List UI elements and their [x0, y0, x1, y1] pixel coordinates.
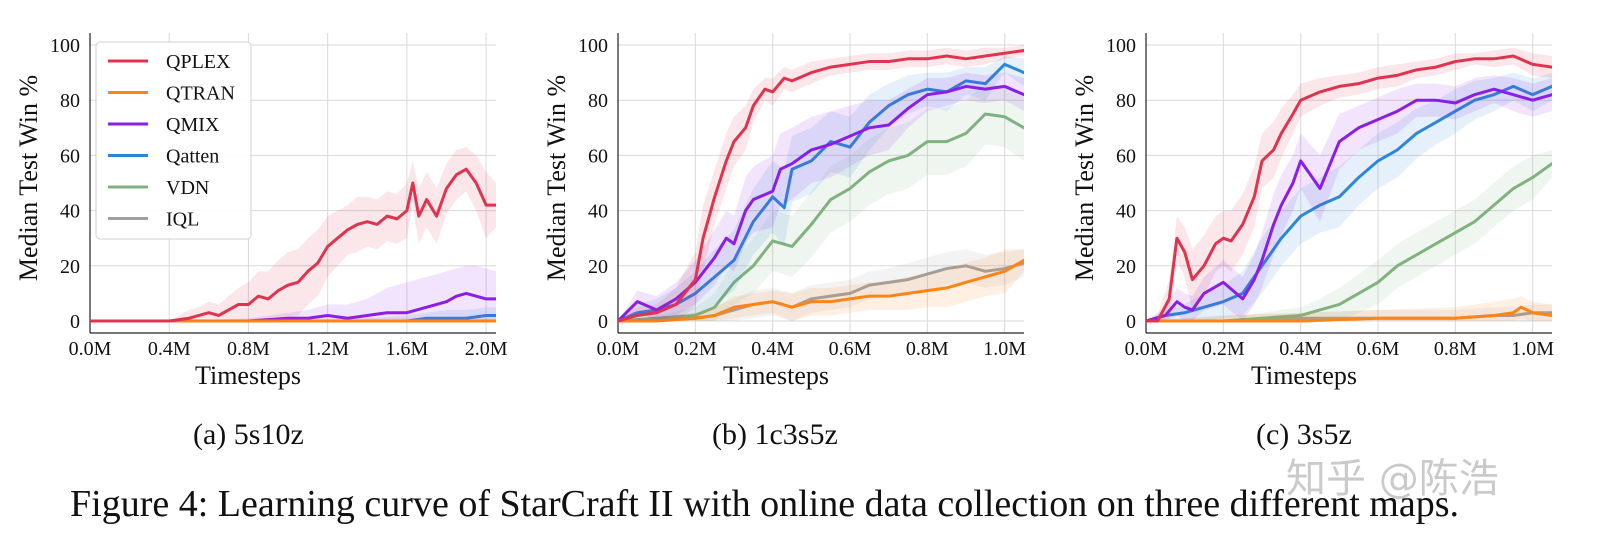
series-line-qatten [1146, 84, 1552, 323]
series-line-qtran [618, 258, 1024, 323]
x-tick-label: 1.2M [306, 338, 349, 360]
watermark: 知乎 @陈浩 [1286, 456, 1499, 502]
y-tick-label: 80 [1116, 90, 1136, 112]
x-tick-label: 0.0M [69, 338, 112, 360]
subplot-b-caption: (b) 1c3s5z [712, 418, 838, 451]
subplot-b: 0 20 40 60 80 100 0.0M 0.2M 0.4M 0.6M 0.8M 1.0M Time… [542, 33, 1026, 390]
plot-area [618, 45, 1024, 323]
x-tick-label: 0.8M [906, 338, 949, 360]
series-line-qmix [1146, 87, 1552, 323]
figure-caption: Figure 4: Learning curve of StarCraft II… [70, 483, 1460, 525]
series-line-vdn [1146, 162, 1552, 323]
series-line-qtran [1146, 305, 1552, 323]
series-line-qplex [90, 167, 496, 323]
x-tick-label: 0.0M [1125, 338, 1168, 360]
y-tick-label: 40 [60, 201, 80, 223]
y-tick-label: 60 [60, 145, 80, 167]
x-tick-label: 0.8M [1434, 338, 1477, 360]
y-tick-label: 40 [1116, 201, 1136, 223]
x-tick-label: 0.2M [674, 338, 717, 360]
subplot-c: 0 20 40 60 80 100 0.0M 0.2M 0.4M 0.6M 0.8M 1.0M Time… [1070, 33, 1554, 390]
x-tick-label: 0.2M [1202, 338, 1245, 360]
x-tick-label: 0.6M [1357, 338, 1400, 360]
y-tick-label: 100 [1106, 35, 1136, 57]
legend: QPLEX QTRAN QMIX Qatten VDN IQL [95, 41, 252, 240]
band-qplex [90, 147, 496, 321]
series-line-qplex [618, 49, 1024, 323]
subplot-c-caption: (c) 3s5z [1256, 418, 1352, 451]
band-qmix [618, 72, 1024, 321]
y-tick-label: 60 [588, 145, 608, 167]
x-tick-label: 1.0M [983, 338, 1026, 360]
x-axis-label: Timesteps [1251, 361, 1357, 390]
series-line-qatten [618, 62, 1024, 323]
y-tick-label: 0 [1126, 311, 1136, 333]
y-tick-label: 100 [50, 35, 80, 57]
y-axis-label: Median Test Win % [542, 75, 571, 281]
series-line-qmix [618, 84, 1024, 323]
band-qatten [90, 307, 496, 321]
x-axis-label: Timesteps [723, 361, 829, 390]
legend-label-qtran: QTRAN [166, 83, 235, 105]
series-line-qplex [1146, 54, 1552, 323]
subplot-a: 0 20 40 60 80 100 0.0M 0.4M 0.8M 1.2M 1.6M 2.0M Time… [14, 33, 508, 390]
x-tick-label: 1.6M [385, 338, 428, 360]
plot-area [90, 147, 496, 323]
x-tick-label: 1.0M [1511, 338, 1554, 360]
y-tick-label: 80 [60, 90, 80, 112]
x-tick-label: 0.8M [227, 338, 270, 360]
series-line-iql [618, 261, 1024, 323]
y-axis-label: Median Test Win % [1070, 75, 1099, 281]
band-qtran [1146, 296, 1552, 321]
plot-area [1146, 47, 1552, 323]
x-axis-label: Timesteps [195, 361, 301, 390]
y-tick-label: 80 [588, 90, 608, 112]
band-qmix [1146, 75, 1552, 321]
x-tick-label: 0.4M [751, 338, 794, 360]
legend-label-qatten: Qatten [166, 146, 219, 168]
band-qatten [1146, 72, 1552, 321]
x-tick-label: 0.4M [148, 338, 191, 360]
y-tick-label: 20 [60, 256, 80, 278]
subplot-a-caption: (a) 5s10z [193, 418, 304, 451]
series-line-vdn [618, 112, 1024, 323]
y-tick-label: 60 [1116, 145, 1136, 167]
x-tick-label: 0.0M [597, 338, 640, 360]
y-tick-label: 40 [588, 201, 608, 223]
series-line-qmix [90, 291, 496, 323]
y-tick-label: 0 [70, 311, 80, 333]
band-qatten [618, 56, 1024, 321]
x-tick-label: 2.0M [465, 338, 508, 360]
y-tick-label: 100 [578, 35, 608, 57]
legend-label-vdn: VDN [166, 177, 209, 199]
y-tick-label: 20 [588, 256, 608, 278]
x-tick-label: 0.6M [829, 338, 872, 360]
legend-label-qmix: QMIX [166, 114, 220, 136]
y-axis-label: Median Test Win % [14, 75, 43, 281]
band-vdn [1146, 149, 1552, 321]
band-qmix [90, 265, 496, 321]
band-qtran [618, 249, 1024, 321]
band-vdn [618, 83, 1024, 321]
band-iql [618, 249, 1024, 321]
y-tick-label: 0 [598, 311, 608, 333]
legend-label-iql: IQL [166, 209, 199, 231]
x-tick-label: 0.4M [1279, 338, 1322, 360]
y-tick-label: 20 [1116, 256, 1136, 278]
legend-label-qplex: QPLEX [166, 51, 231, 73]
